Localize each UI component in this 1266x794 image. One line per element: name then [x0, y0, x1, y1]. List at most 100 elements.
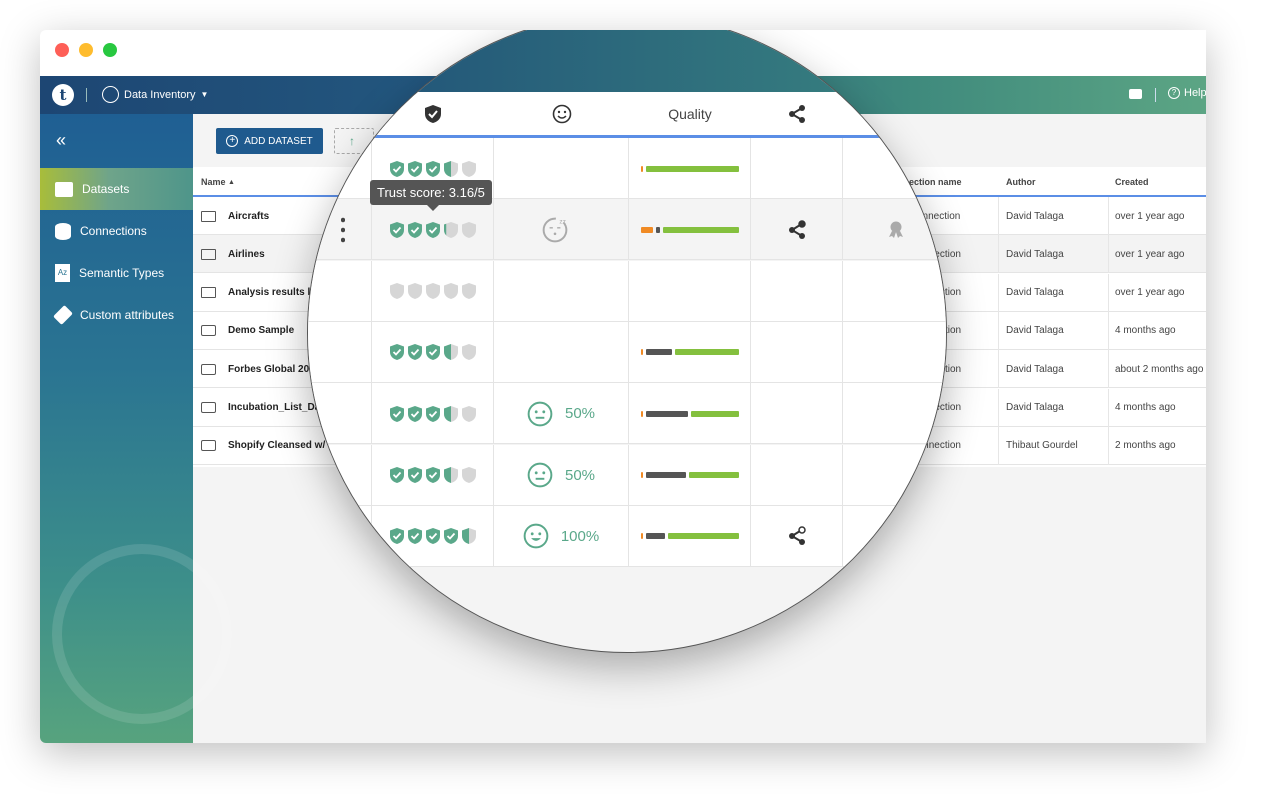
connection-name: ection — [934, 363, 962, 375]
trust-shield-partial-icon — [443, 467, 458, 483]
trust-shield-full-icon — [389, 467, 404, 483]
quality-bar — [640, 533, 739, 540]
created-date: 2 months ago — [1115, 440, 1176, 452]
zoomed-table-row[interactable]: 50% — [308, 444, 946, 506]
share-cell — [751, 321, 843, 383]
quality-valid-segment — [646, 165, 739, 172]
column-header-created[interactable]: Created — [1115, 177, 1149, 187]
sort-asc-icon: ▲ — [228, 178, 235, 186]
quality-empty-segment — [646, 472, 686, 478]
divider — [1108, 426, 1109, 465]
quality-cell — [629, 199, 751, 261]
maximize-window-button[interactable] — [103, 43, 117, 57]
dataset-name[interactable]: Incubation_List_Da — [228, 402, 321, 413]
zoomed-table-row[interactable] — [308, 260, 946, 322]
sentiment: zz — [542, 217, 580, 243]
sentiment-percent: 50% — [564, 405, 596, 423]
dataset-name[interactable]: Shopify Cleansed w/ F — [228, 440, 335, 452]
more-options-icon[interactable] — [341, 215, 345, 244]
quality-bar — [640, 472, 739, 478]
share-cell — [751, 138, 843, 199]
sidebar-item-connections[interactable]: Connections — [40, 210, 193, 252]
trust-shield-empty-icon — [461, 405, 476, 422]
trust-shield-full-icon — [425, 344, 440, 361]
divider — [998, 235, 999, 274]
trust-score-cell[interactable] — [371, 138, 494, 199]
upload-icon — [201, 389, 216, 427]
zoomed-table-row[interactable]: zz — [308, 199, 946, 261]
share-cell — [751, 199, 843, 261]
certification-cell — [843, 445, 946, 506]
zoomed-header-row: Quality — [308, 92, 946, 135]
trust-score-cell[interactable] — [371, 260, 494, 322]
divider — [1155, 88, 1156, 102]
add-dataset-label: ADD DATASET — [244, 135, 313, 147]
trust-shield-full-icon — [425, 528, 440, 545]
sentiment-cell: 50% — [494, 444, 629, 506]
quality-valid-segment — [674, 349, 739, 356]
trust-shield-empty-icon — [389, 283, 404, 300]
share-icon[interactable] — [787, 220, 807, 240]
dataset-name[interactable]: Aircrafts — [228, 210, 270, 222]
sentiment: 50% — [527, 462, 595, 488]
certification-cell — [843, 322, 946, 383]
trust-shield-full-icon — [425, 221, 440, 238]
created-date: over 1 year ago — [1115, 287, 1185, 299]
trust-shield-empty-icon — [425, 283, 440, 300]
tdp-icon — [201, 235, 216, 273]
divider — [998, 197, 999, 235]
minimize-window-button[interactable] — [79, 43, 93, 57]
zoomed-table-row[interactable]: 100% — [308, 505, 946, 567]
semantic-types-icon: Az — [55, 264, 70, 282]
column-header-name[interactable]: Name ▲ — [201, 167, 235, 197]
trust-score-cell[interactable] — [371, 505, 494, 567]
add-dataset-button[interactable]: + ADD DATASET — [216, 128, 323, 154]
datasets-icon — [55, 181, 73, 197]
trust-score-cell[interactable] — [371, 444, 494, 506]
dataset-name[interactable]: Demo Sample — [228, 325, 295, 337]
zoomed-table-row[interactable]: 50% — [308, 383, 946, 445]
share-icon[interactable] — [787, 526, 807, 546]
trust-shield-full-icon — [389, 405, 404, 422]
dataset-name[interactable]: Analysis results lo — [228, 287, 317, 299]
trust-shield-full-icon — [443, 528, 458, 545]
shield-check-icon — [424, 104, 441, 123]
quality-empty-segment — [646, 533, 666, 540]
module-switcher[interactable]: Data Inventory ▼ — [102, 86, 208, 103]
quality-column-header[interactable]: Quality — [629, 92, 751, 135]
share-cell — [751, 505, 843, 567]
help-button[interactable]: ? Help — [1168, 87, 1206, 99]
sidebar-item-custom-attributes[interactable]: Custom attributes — [40, 294, 193, 336]
sentiment-cell: 100% — [494, 505, 629, 567]
sidebar-item-datasets[interactable]: Datasets — [40, 168, 193, 210]
quality-bar — [640, 226, 739, 233]
trust-shield-full-icon — [407, 528, 422, 545]
zoomed-table-row[interactable] — [308, 321, 946, 383]
author: David Talaga — [1006, 325, 1064, 337]
sentiment: 100% — [523, 523, 599, 549]
trust-shield-full-icon — [407, 344, 422, 361]
quality-bar — [640, 165, 739, 172]
close-window-button[interactable] — [55, 43, 69, 57]
upload-icon — [201, 427, 216, 465]
feedback-icon[interactable] — [1129, 89, 1142, 99]
trust-column-header[interactable] — [371, 92, 494, 135]
trust-score-cell[interactable] — [371, 321, 494, 383]
sentiment-column-header[interactable] — [494, 92, 629, 135]
trust-score-cell[interactable] — [371, 199, 494, 261]
author: David Talaga — [1006, 363, 1064, 375]
collapse-sidebar-icon[interactable]: « — [56, 130, 67, 150]
sidebar-item-semantic-types[interactable]: Az Semantic Types — [40, 252, 193, 294]
trust-score-cell[interactable] — [371, 383, 494, 445]
divider — [1108, 350, 1109, 389]
help-label: Help — [1184, 87, 1206, 99]
dataset-name[interactable]: Forbes Global 200 — [228, 363, 315, 375]
trust-shield-full-icon — [425, 160, 440, 177]
column-header-author[interactable]: Author — [1006, 177, 1036, 187]
share-column-header[interactable] — [751, 92, 843, 135]
divider — [998, 388, 999, 427]
trust-shield-full-icon — [407, 221, 422, 238]
talend-logo[interactable]: t — [52, 84, 74, 106]
dataset-name[interactable]: Airlines — [228, 248, 265, 260]
smiley-icon — [552, 104, 571, 123]
